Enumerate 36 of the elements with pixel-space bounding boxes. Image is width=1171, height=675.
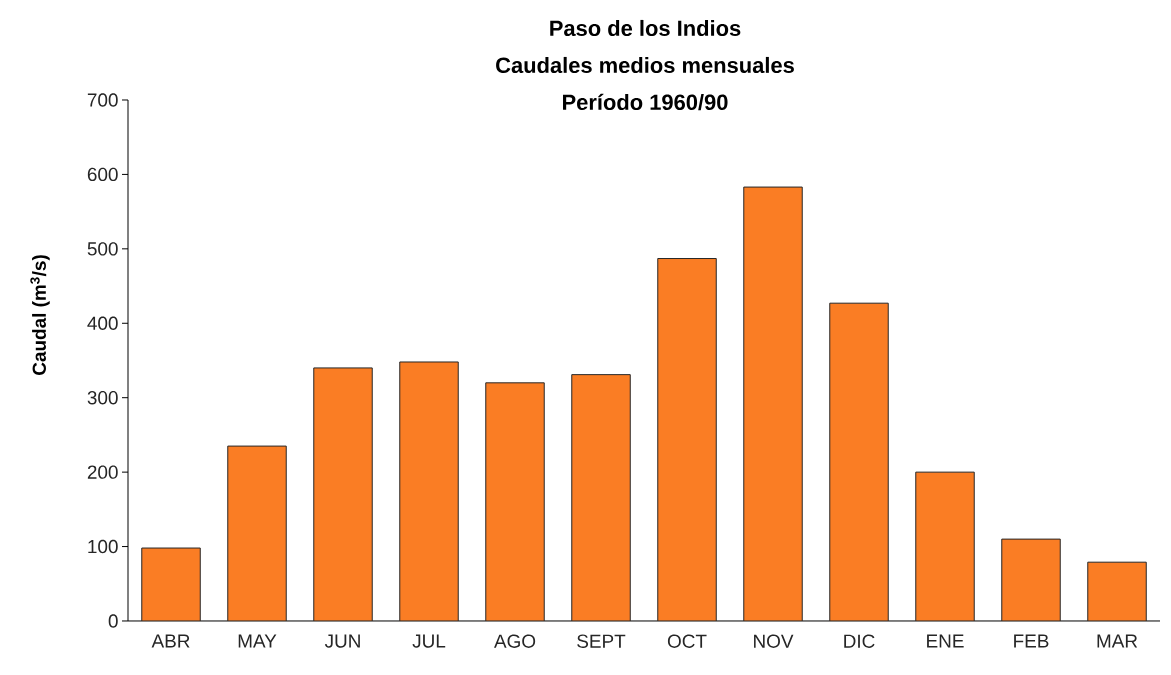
annotation: Período 1960/90 [563,93,728,111]
bar [1001,538,1061,621]
y-tick-label: 300 [87,391,118,405]
x-tick-label: NOV [754,634,794,648]
bar [915,471,975,621]
x-tick-label: JUL [412,634,446,648]
bar [141,547,201,621]
y-tick-label: 600 [87,167,118,182]
bar [829,302,889,621]
x-tick-label: JUN [324,634,360,648]
bar [313,367,373,621]
x-tick-label: FEB [1014,634,1049,648]
x-tick-label: SEPT [577,634,626,648]
bar [657,258,717,621]
bar [485,382,545,621]
chart-title: Paso de los Indios [550,19,741,37]
x-tick-label: OCT [667,634,707,648]
y-axis-title: Caudal (m$^{3}$/s) [30,255,50,375]
y-tick-label: 700 [87,93,118,107]
x-tick-label: MAY [238,634,277,648]
x-tick-label: ABR [151,634,190,648]
x-tick-label: DIC [844,634,875,648]
y-tick-label: 0 [108,614,118,628]
x-tick-label: MAR [1097,634,1138,648]
x-tick-label: ENE [927,634,964,648]
y-tick-label: 100 [88,539,118,554]
bar [399,361,459,621]
bar [743,186,803,621]
y-tick-label: 500 [87,242,118,256]
bar [227,445,287,621]
chart-subtitle: Caudales medios mensuales [496,56,794,74]
bar [571,374,631,621]
y-tick-label: 200 [87,465,118,479]
x-tick-label: AGO [494,634,536,648]
y-tick-label: 400 [87,316,118,330]
bar [1087,561,1147,621]
